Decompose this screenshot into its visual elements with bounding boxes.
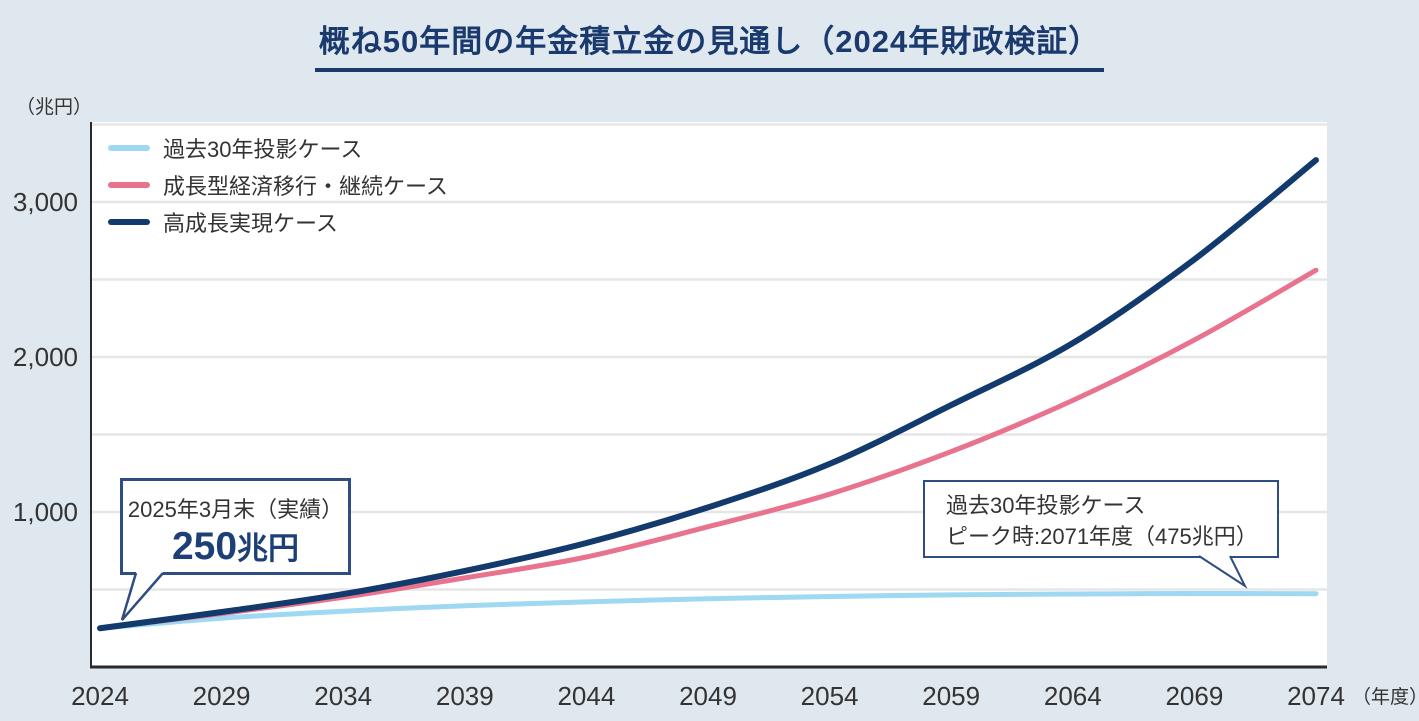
legend-swatch-icon: [108, 144, 150, 151]
legend-label: 成長型経済移行・継続ケース: [163, 173, 448, 199]
y-axis-unit-label: （兆円）: [16, 97, 93, 118]
legend-item-1: 成長型経済移行・継続ケース: [108, 170, 448, 199]
x-tick-2034: 2034: [314, 681, 373, 711]
annotation-actual-value: 250兆円: [171, 525, 300, 568]
chart-legend: 過去30年投影ケース成長型経済移行・継続ケース 高成長実現ケース: [108, 133, 448, 244]
legend-swatch-icon: [108, 218, 150, 225]
legend-label: 高成長実現ケース: [163, 210, 338, 236]
x-tick-2039: 2039: [435, 681, 494, 711]
series-line-0: [97, 590, 1319, 631]
x-tick-2024: 2024: [71, 681, 129, 711]
x-tick-2029: 2029: [192, 681, 251, 711]
y-tick-3,000: 3,000: [12, 187, 78, 217]
y-tick-2,000: 2,000: [12, 342, 78, 372]
x-tick-2064: 2064: [1043, 681, 1102, 711]
series-line-2: [97, 157, 1319, 632]
x-tick-2059: 2059: [922, 681, 981, 711]
x-axis-unit-label: （年度）: [1352, 687, 1419, 708]
plot-area: [91, 122, 1327, 667]
x-tick-2049: 2049: [679, 681, 737, 711]
x-tick-2054: 2054: [800, 681, 859, 711]
x-tick-2069: 2069: [1165, 681, 1224, 711]
legend-swatch-icon: [108, 181, 150, 188]
legend-label: 過去30年投影ケース: [163, 136, 363, 162]
chart-title-wrap: 概ね50年間の年金積立金の見通し（2024年財政検証）: [0, 16, 1419, 72]
annotation-actual-2025-callout: 2025年3月末（実績） 250兆円: [120, 478, 351, 575]
legend-item-0: 過去30年投影ケース: [108, 133, 448, 162]
annotation-peak-callout: 過去30年投影ケース ピーク時:2071年度（475兆円）: [923, 480, 1279, 558]
annotation-peak-series: 過去30年投影ケース: [946, 493, 1146, 518]
chart-title: 概ね50年間の年金積立金の見通し（2024年財政検証）: [314, 16, 1105, 72]
y-tick-1,000: 1,000: [12, 497, 78, 527]
annotation-peak-detail: ピーク時:2071年度（475兆円）: [946, 524, 1258, 549]
legend-item-2: 高成長実現ケース: [108, 207, 448, 236]
x-tick-2074: 2074: [1287, 681, 1345, 711]
annotation-actual-date: 2025年3月末（実績）: [127, 497, 344, 522]
x-tick-2044: 2044: [557, 681, 616, 711]
